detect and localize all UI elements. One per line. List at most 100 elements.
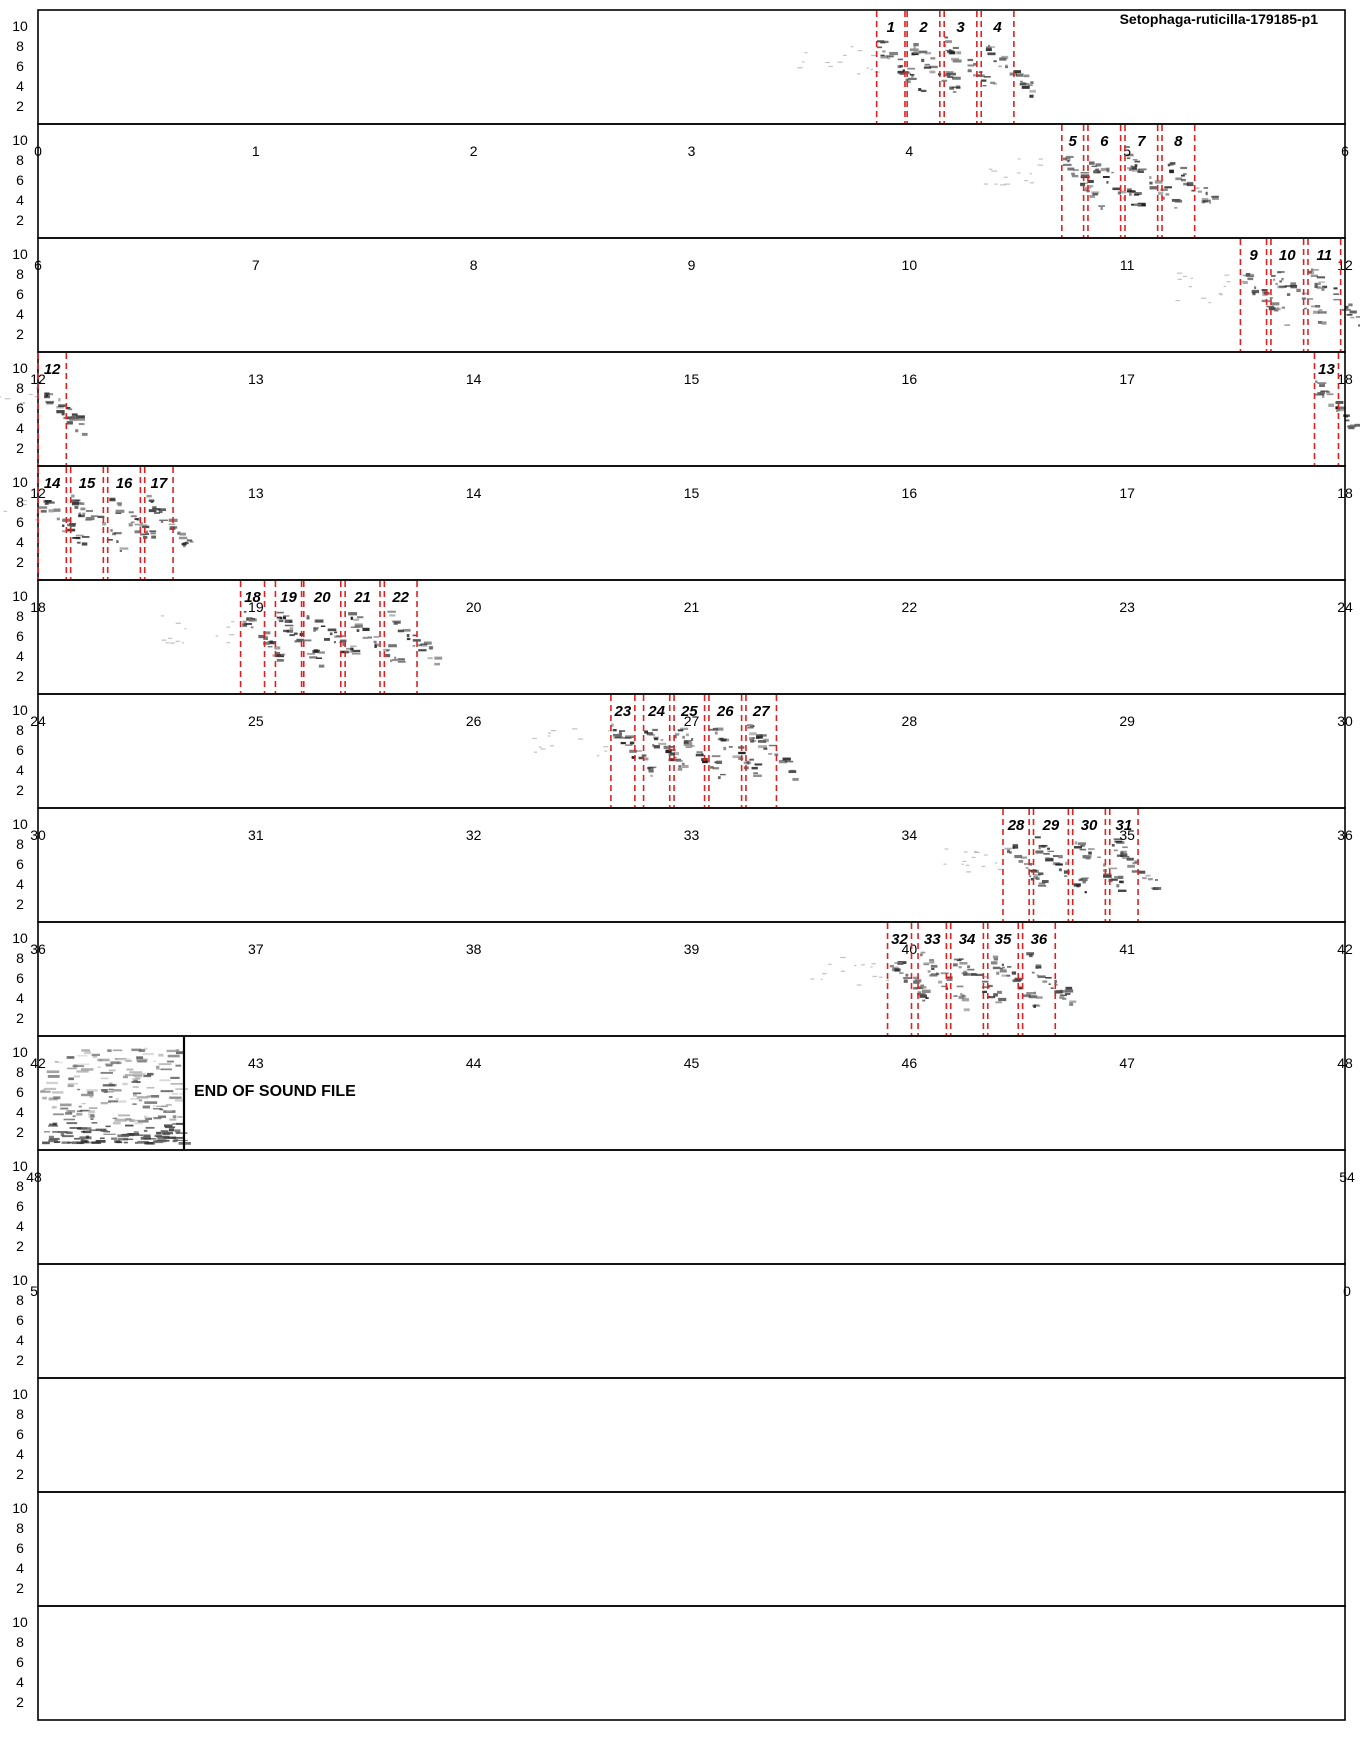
energy-mark	[1088, 848, 1095, 851]
energy-mark	[1018, 986, 1022, 989]
energy-mark	[114, 532, 122, 535]
segment-number: 10	[1279, 247, 1296, 264]
energy-mark	[81, 432, 88, 436]
segment-number: 4	[992, 19, 1002, 36]
energy-mark	[394, 621, 398, 624]
energy-mark	[923, 962, 929, 965]
energy-mark	[1349, 310, 1357, 314]
energy-mark	[306, 616, 310, 620]
energy-mark	[1307, 298, 1314, 300]
segment-number: 20	[313, 589, 331, 606]
energy-mark	[1134, 164, 1138, 167]
energy-mark	[1134, 860, 1139, 863]
noise-mark	[129, 1119, 135, 1122]
noise-mark	[143, 1134, 151, 1138]
energy-mark	[175, 622, 181, 624]
energy-mark	[857, 73, 861, 75]
energy-mark	[1176, 272, 1183, 274]
noise-mark	[85, 1135, 90, 1139]
noise-mark	[89, 1096, 94, 1098]
noise-mark	[152, 1105, 162, 1107]
energy-mark	[677, 767, 683, 771]
energy-mark	[1131, 870, 1140, 873]
energy-mark	[1162, 196, 1165, 200]
noise-mark	[123, 1138, 134, 1141]
energy-mark	[1281, 306, 1286, 309]
energy-mark	[1126, 167, 1133, 170]
energy-mark	[720, 739, 727, 742]
energy-mark	[1145, 874, 1151, 877]
noise-mark	[51, 1106, 57, 1109]
energy-mark	[63, 416, 72, 420]
energy-mark	[1117, 191, 1122, 195]
energy-mark	[1190, 277, 1193, 279]
energy-mark	[150, 532, 156, 535]
energy-mark	[668, 745, 675, 748]
energy-mark	[802, 61, 805, 63]
energy-mark	[1035, 850, 1044, 854]
x-tick-label: 34	[902, 827, 918, 843]
energy-mark	[1000, 184, 1006, 186]
x-tick-label: 10	[902, 257, 918, 273]
energy-mark	[1133, 203, 1142, 206]
energy-mark	[685, 746, 692, 748]
row-frame	[37, 1605, 1346, 1721]
spectrogram-row: 2 4 6 8 10	[12, 1491, 1346, 1607]
noise-mark	[84, 1051, 91, 1055]
energy-mark	[1080, 182, 1086, 187]
energy-mark	[782, 757, 791, 761]
x-tick-label: 40	[902, 941, 918, 957]
energy-mark	[981, 986, 990, 989]
energy-mark	[289, 627, 294, 630]
energy-mark	[215, 635, 219, 637]
noise-mark	[115, 1098, 120, 1100]
noise-mark	[102, 1084, 115, 1087]
energy-mark	[315, 627, 318, 631]
energy-mark	[1130, 166, 1137, 170]
energy-mark	[701, 760, 708, 764]
energy-mark	[1269, 297, 1273, 299]
noise-mark	[160, 1090, 174, 1093]
energy-mark	[976, 973, 984, 976]
energy-mark	[547, 732, 551, 734]
energy-mark	[61, 413, 65, 416]
energy-mark	[397, 629, 404, 633]
energy-mark	[69, 524, 76, 527]
energy-mark	[678, 765, 682, 768]
energy-mark	[1019, 80, 1023, 83]
energy-mark	[78, 423, 85, 426]
energy-mark	[1116, 884, 1120, 888]
energy-mark	[58, 398, 61, 402]
energy-mark	[792, 777, 799, 781]
energy-mark	[981, 865, 986, 868]
energy-mark	[392, 620, 396, 623]
energy-mark	[1038, 872, 1044, 876]
energy-mark	[1205, 191, 1208, 196]
segment-number: 32	[891, 931, 908, 948]
energy-mark	[638, 756, 643, 760]
energy-mark	[1029, 173, 1033, 175]
energy-mark	[389, 659, 393, 663]
noise-mark	[91, 1141, 101, 1144]
energy-mark	[0, 396, 2, 398]
noise-mark	[157, 1115, 167, 1119]
energy-mark	[620, 741, 626, 745]
energy-mark	[967, 64, 975, 67]
segment-number: 14	[44, 475, 61, 492]
energy-mark	[681, 764, 689, 769]
energy-mark	[894, 962, 903, 964]
energy-mark	[165, 642, 170, 644]
energy-mark	[1034, 836, 1041, 839]
energy-mark	[68, 408, 73, 411]
energy-mark	[1017, 158, 1021, 160]
noise-mark	[74, 1137, 80, 1140]
energy-mark	[985, 48, 992, 52]
energy-mark	[177, 531, 181, 535]
energy-mark	[318, 664, 325, 668]
noise-mark	[112, 1049, 123, 1052]
energy-mark	[683, 742, 693, 747]
energy-mark	[690, 745, 695, 747]
energy-mark	[1001, 55, 1009, 60]
noise-mark	[80, 1093, 94, 1097]
noise-mark	[169, 1096, 182, 1099]
